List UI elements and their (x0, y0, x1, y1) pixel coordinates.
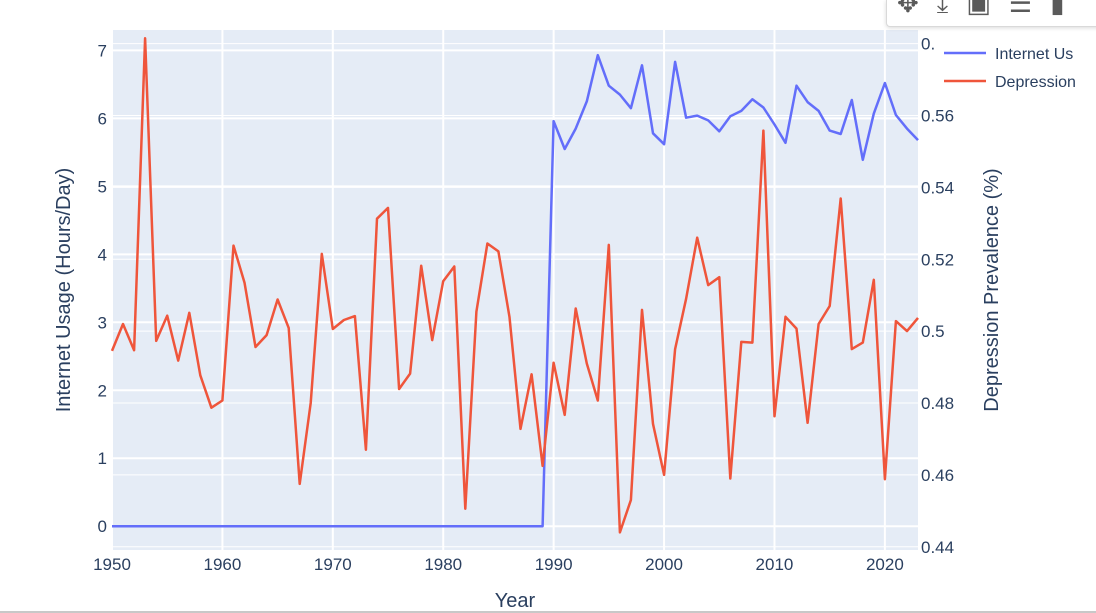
y-tick-label: 1 (98, 449, 107, 468)
y-axis-title: Internet Usage (Hours/Day) (53, 168, 75, 413)
download-icon[interactable]: ⤓ (936, 0, 949, 18)
legend-label-internet-usage[interactable]: Internet Us (995, 46, 1073, 63)
page-divider (0, 611, 1096, 613)
y-tick-label: 3 (98, 313, 107, 332)
y2-tick-label: 0.54 (921, 178, 954, 197)
compare-icon[interactable]: ☰ (1008, 0, 1033, 18)
traces (110, 37, 919, 534)
x-tick-label: 1990 (535, 555, 573, 574)
y-tick-label: 7 (98, 41, 107, 60)
y2-tick-label: 0.44 (921, 538, 954, 557)
y-tick-label: 0 (98, 517, 107, 536)
y-tick-label: 5 (98, 177, 107, 196)
y2-axis-ticks: 0.44 0.46 0.48 0.5 0.52 0.54 0.56 0. (921, 35, 954, 557)
x-axis-title: Year (495, 590, 536, 612)
y2-tick-label: 0.46 (921, 466, 954, 485)
more-icon[interactable]: ▮ (1050, 0, 1065, 18)
legend-label-depression[interactable]: Depression (995, 74, 1076, 91)
y2-tick-label: 0. (921, 35, 935, 54)
x-tick-label: 1980 (424, 555, 462, 574)
internet-usage-line[interactable] (112, 53, 919, 528)
y2-tick-label: 0.48 (921, 394, 954, 413)
y-tick-label: 4 (98, 245, 107, 264)
y2-axis-title: Depression Prevalence (%) (981, 168, 1003, 411)
x-axis-ticks: 1950 1960 1970 1980 1990 2000 2010 2020 (93, 555, 904, 574)
modebar: ✥ ⤓ ▣ ☰ ▮ (886, 0, 1096, 27)
y-tick-label: 2 (98, 381, 107, 400)
y-axis-ticks: 0 1 2 3 4 5 6 7 (98, 41, 107, 536)
x-tick-label: 2010 (756, 555, 794, 574)
y2-tick-label: 0.52 (921, 250, 954, 269)
pan-icon[interactable]: ✥ (897, 0, 919, 18)
legend: Internet Us Depression (944, 46, 1076, 91)
x-tick-label: 1960 (203, 555, 241, 574)
y2-tick-label: 0.5 (921, 322, 945, 341)
depression-prevalence-line[interactable] (110, 37, 919, 534)
x-tick-label: 2020 (866, 555, 904, 574)
x-tick-label: 1950 (93, 555, 131, 574)
x-tick-label: 2000 (645, 555, 683, 574)
x-tick-label: 1970 (314, 555, 352, 574)
autoscale-icon[interactable]: ▣ (966, 0, 991, 18)
y2-tick-label: 0.56 (921, 107, 954, 126)
gridlines (111, 30, 918, 550)
y-tick-label: 6 (98, 109, 107, 128)
plot-area[interactable] (112, 30, 918, 550)
